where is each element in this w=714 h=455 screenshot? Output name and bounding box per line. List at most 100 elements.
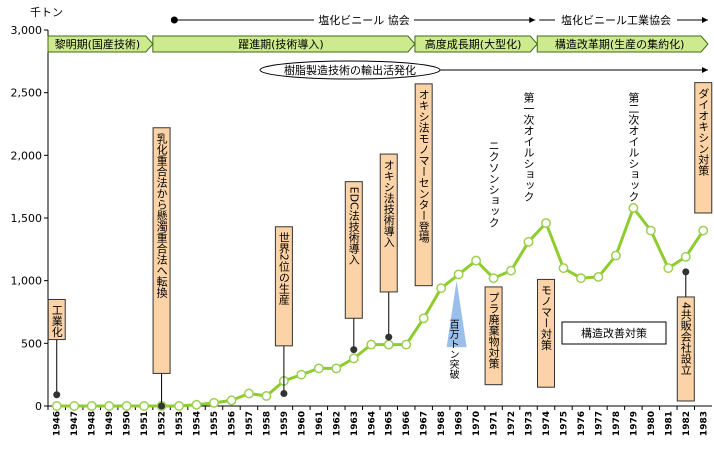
- data-point: [593, 271, 604, 282]
- x-tick-label: 1947: [70, 411, 80, 436]
- annotation-label: ダイオキシン対策: [697, 87, 710, 175]
- data-point: [628, 203, 639, 213]
- x-tick-label: 1981: [664, 411, 674, 436]
- data-point: [541, 218, 551, 228]
- data-point: [174, 401, 185, 411]
- export-banner-ellipse: [259, 60, 441, 80]
- x-tick-label: 1962: [332, 411, 342, 436]
- x-tick-label: 1953: [175, 411, 185, 436]
- phase-label: 構造改革期(生産の集約化): [555, 37, 685, 51]
- x-tick-label: 1957: [245, 411, 255, 436]
- x-tick-label: 1973: [525, 411, 535, 436]
- x-tick-label: 1977: [594, 411, 604, 436]
- annotation-box: [537, 278, 555, 388]
- x-tick-label: 1955: [210, 411, 220, 436]
- y-tick-label: 0: [35, 400, 42, 413]
- data-point: [104, 401, 115, 411]
- y-tick-label: 500: [21, 337, 42, 350]
- data-point: [558, 263, 569, 274]
- annotation-label: プラ廃棄物対策: [487, 292, 500, 369]
- x-tick-label: 1960: [297, 411, 307, 436]
- x-tick-label: 1978: [612, 411, 622, 436]
- milestone-marker: [446, 280, 467, 348]
- data-point: [366, 339, 377, 350]
- annotation-box: [47, 298, 66, 341]
- x-tick-label: 1983: [699, 411, 709, 436]
- association-label-bg: [555, 12, 677, 28]
- annotation-label: EDC法技術導入: [347, 187, 360, 265]
- data-point: [436, 283, 447, 294]
- x-tick-label: 1980: [647, 411, 657, 436]
- y-tick-label: 2,000: [11, 149, 43, 162]
- annotation-box: [414, 83, 433, 287]
- x-tick-label: 1949: [105, 411, 115, 436]
- association-label-bg: [314, 12, 414, 28]
- data-point: [488, 273, 499, 284]
- x-tick-label: 1956: [227, 411, 237, 436]
- x-tick-label: 1964: [367, 411, 377, 436]
- data-point: [191, 399, 202, 410]
- event-label: 第一次オイルショック: [522, 91, 535, 202]
- data-point: [331, 363, 342, 374]
- y-tick-label: 3,000: [11, 24, 43, 37]
- x-tick-label: 1946: [53, 411, 63, 436]
- y-tick-label: 2,500: [11, 87, 43, 100]
- association-start-dot: [170, 16, 178, 24]
- data-point: [296, 369, 307, 380]
- annotation-box: [484, 286, 503, 386]
- data-point: [243, 388, 254, 399]
- event-label: ニクソンショック: [487, 140, 500, 228]
- data-point: [348, 353, 359, 364]
- annotation-box: [344, 181, 363, 319]
- association-arrowhead: [529, 17, 536, 23]
- data-point: [86, 401, 97, 411]
- x-tick-label: 1965: [385, 411, 395, 436]
- data-point: [401, 339, 412, 350]
- x-tick-label: 1959: [280, 411, 290, 436]
- data-point: [645, 225, 656, 236]
- x-tick-label: 1972: [507, 411, 517, 436]
- data-point: [69, 401, 80, 411]
- annotation-dot: [350, 346, 358, 354]
- y-tick-label: 1,500: [11, 212, 43, 225]
- annotation-label: 乳化重合法から懸濁重合法へ転換: [155, 132, 168, 298]
- x-tick-label: 1968: [437, 411, 447, 436]
- x-tick-label: 1954: [193, 411, 203, 436]
- annotation-label: オキシ法モノマーセンター登場: [417, 89, 430, 244]
- x-tick-label: 1979: [629, 411, 639, 436]
- x-tick-label: 1967: [420, 411, 430, 436]
- annotation-dot: [280, 389, 288, 397]
- export-banner-label: 樹脂製造技術の輸出活発化: [284, 63, 416, 77]
- data-point: [383, 339, 394, 350]
- x-tick-label: 1950: [123, 411, 133, 436]
- data-point: [209, 397, 219, 408]
- annotation-label: モノマー対策: [540, 284, 553, 350]
- x-tick-label: 1961: [315, 411, 325, 436]
- x-tick-label: 1969: [455, 411, 465, 436]
- annotation-label: 工業化: [50, 304, 63, 338]
- data-point: [610, 250, 621, 261]
- x-tick-label: 1966: [402, 411, 412, 436]
- annotation-box: [694, 82, 713, 214]
- x-tick-label: 1976: [577, 411, 587, 436]
- data-point: [575, 273, 586, 284]
- x-tick-label: 1971: [490, 411, 500, 436]
- association-label: 塩化ビニール工業協会: [561, 13, 671, 27]
- association-label: 塩化ビニール 協会: [318, 13, 410, 27]
- data-point: [418, 313, 429, 324]
- annotation-label: 世界2位の生産: [277, 231, 290, 305]
- measures-box: [561, 321, 667, 345]
- annotation-box: [152, 127, 171, 374]
- annotation-box: [379, 153, 398, 293]
- data-point: [261, 391, 272, 401]
- y-unit-label: 千トン: [30, 6, 63, 19]
- x-tick-label: 1970: [472, 411, 482, 436]
- data-point: [523, 236, 534, 247]
- annotation-box: [274, 226, 293, 347]
- measures-box-label: 構造改善対策: [581, 326, 647, 340]
- x-tick-label: 1948: [88, 411, 98, 436]
- data-point: [226, 395, 237, 406]
- annotation-box: [676, 296, 695, 402]
- x-tick-label: 1952: [158, 411, 168, 436]
- x-tick-label: 1974: [542, 411, 552, 436]
